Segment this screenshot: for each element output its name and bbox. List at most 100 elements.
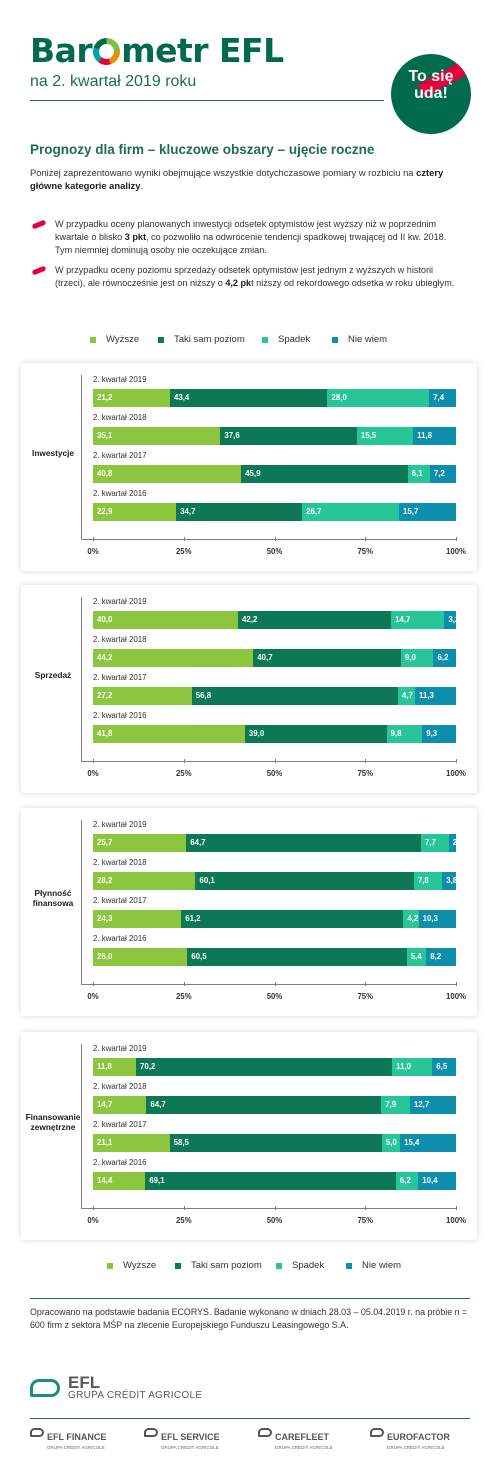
intro-text-start: Poniżej zaprezentowano wyniki obejmujące… (30, 167, 417, 178)
bar-segment: 5,0 (381, 1134, 401, 1152)
brands-divider (30, 1418, 470, 1419)
bar-segment: 9,3 (422, 725, 456, 743)
period-label: 2. kwartał 2017 (93, 673, 147, 682)
x-tick-mark (93, 982, 94, 986)
bar-segment: 60,5 (187, 948, 407, 966)
x-tick-mark (456, 537, 457, 541)
x-tick-label: 100% (446, 1216, 466, 1225)
brand-efl-service: EFL SERVICE GRUPA CRÉDIT AGRICOLE (144, 1427, 220, 1451)
badge-line-1: To się (408, 68, 454, 85)
stacked-bar: 14,7 64,7 7,9 12,7 (93, 1096, 456, 1114)
legend-swatch (158, 336, 164, 343)
bar-segment: 35,1 (93, 427, 221, 445)
bullet1-text-a: W przypadku oceny planowanych inwestycji… (55, 219, 437, 242)
x-tick-label: 50% (266, 992, 283, 1001)
legend-label: Wyższe (123, 1260, 157, 1271)
chart-y-axis (81, 820, 82, 984)
x-tick-label: 75% (357, 1216, 374, 1225)
bar-segment: 7,2 (429, 465, 456, 483)
x-tick-label: 25% (175, 769, 192, 778)
legend-swatch (175, 1262, 181, 1269)
x-tick-label: 75% (357, 769, 374, 778)
bar-segment: 60,1 (195, 872, 414, 890)
legend-swatch (276, 1262, 282, 1269)
bar-segment: 61,2 (181, 910, 404, 928)
x-tick-mark (365, 759, 367, 763)
period-label: 2. kwartał 2018 (93, 858, 147, 867)
stacked-bar: 28,2 60,1 7,8 3,8 (93, 872, 456, 890)
x-tick-label: 0% (87, 769, 99, 778)
credit-agricole-icon (30, 1428, 44, 1437)
bar-segment: 7,7 (420, 834, 449, 852)
period-label: 2. kwartał 2016 (93, 711, 147, 720)
x-tick-label: 75% (357, 992, 374, 1001)
bar-segment: 9,8 (386, 725, 423, 743)
chart-y-axis (81, 597, 82, 761)
bar-segment: 40,8 (93, 465, 242, 483)
bar-segment: 27,2 (93, 687, 192, 705)
chart-group-label: Finansowanie zewnętrzne (25, 1112, 81, 1132)
x-tick-mark (93, 1206, 94, 1210)
stacked-bar: 25,764,77,72,0 (93, 834, 456, 852)
efl-name: EFL (68, 1373, 101, 1392)
x-tick-label: 25% (175, 1216, 192, 1225)
bar-segment: 11,8 (93, 1058, 137, 1076)
bullet2-text-c: t niższy od rekordowego odsetka w roku u… (251, 278, 455, 288)
x-tick-mark (183, 1206, 185, 1210)
x-tick-mark (183, 759, 185, 763)
bar-segment: 6,2 (395, 1172, 419, 1190)
x-tick-mark (93, 759, 94, 763)
period-label: 2. kwartał 2019 (93, 597, 147, 606)
bar-segment: 26,7 (302, 503, 399, 521)
stacked-bar: 40,8 45,9 6,1 7,2 (93, 465, 456, 483)
brand-efl-finance: EFL FINANCE GRUPA CRÉDIT AGRICOLE (30, 1427, 106, 1451)
bar-segment: 14,7 (93, 1096, 147, 1114)
x-tick-label: 100% (446, 992, 466, 1001)
period-label: 2. kwartał 2018 (93, 635, 147, 644)
bullet2-text-bold: 4,2 pk (225, 278, 252, 288)
bar-segment: 25,7 (93, 834, 187, 852)
barometr-logo: Bar metr EFL (30, 30, 284, 70)
stacked-bar: 21,1 58,5 5,0 15,4 (93, 1134, 456, 1152)
bar-segment: 9,0 (400, 649, 434, 667)
bar-segment: 3,8 (442, 872, 456, 890)
bullet-marker-icon (31, 219, 47, 230)
bar-segment: 26,0 (93, 948, 188, 966)
x-tick-mark (456, 759, 457, 763)
legend-label: Spadek (278, 334, 311, 345)
legend-item: Nie wiem (332, 334, 387, 345)
efl-logo: EFL GRUPA CRÉDIT AGRICOLE (30, 1373, 202, 1401)
stacked-bar: 22,9 34,7 26,7 15,7 (93, 503, 456, 521)
legend-label: Spadek (292, 1260, 325, 1271)
credit-agricole-icon (30, 1379, 60, 1397)
bar-segment: 10,3 (418, 910, 456, 928)
brand-carefleet: CAREFLEET GRUPA CRÉDIT AGRICOLE (258, 1427, 333, 1451)
x-tick-label: 50% (266, 1216, 283, 1225)
stacked-bar: 14,4 69,1 6,2 10,4 (93, 1172, 456, 1190)
legend-swatch (262, 336, 268, 343)
chart-x-axis (81, 761, 456, 762)
chart-group-label: Płynność finansowa (32, 888, 74, 908)
logo-text-start: Bar (30, 30, 93, 70)
period-label: 2. kwartał 2017 (93, 451, 147, 460)
legend-label: Nie wiem (362, 1260, 402, 1271)
stacked-bar: 11,8 70,2 11,0 6,5 (93, 1058, 456, 1076)
legend-top: Wyższe Taki sam poziom Spadek Nie wiem (0, 334, 500, 348)
bar-segment: 64,7 (146, 1096, 382, 1114)
header-divider (30, 100, 384, 101)
bar-segment: 28,0 (327, 389, 430, 407)
x-tick-label: 50% (266, 547, 283, 556)
bar-segment: 45,9 (241, 465, 408, 483)
bar-segment: 14,4 (93, 1172, 146, 1190)
bar-segment: 56,8 (191, 687, 398, 705)
period-label: 2. kwartał 2016 (93, 489, 147, 498)
credit-agricole-icon (370, 1428, 384, 1437)
bar-segment: 7,8 (413, 872, 443, 890)
chart-x-axis (81, 1208, 456, 1209)
legend-item: Taki sam poziom (175, 1260, 262, 1271)
bar-segment: 40,7 (253, 649, 401, 667)
x-tick-mark (183, 537, 185, 541)
bar-segment: 4,2 (403, 910, 419, 928)
x-tick-mark (456, 1206, 457, 1210)
bar-segment: 11,0 (392, 1058, 433, 1076)
